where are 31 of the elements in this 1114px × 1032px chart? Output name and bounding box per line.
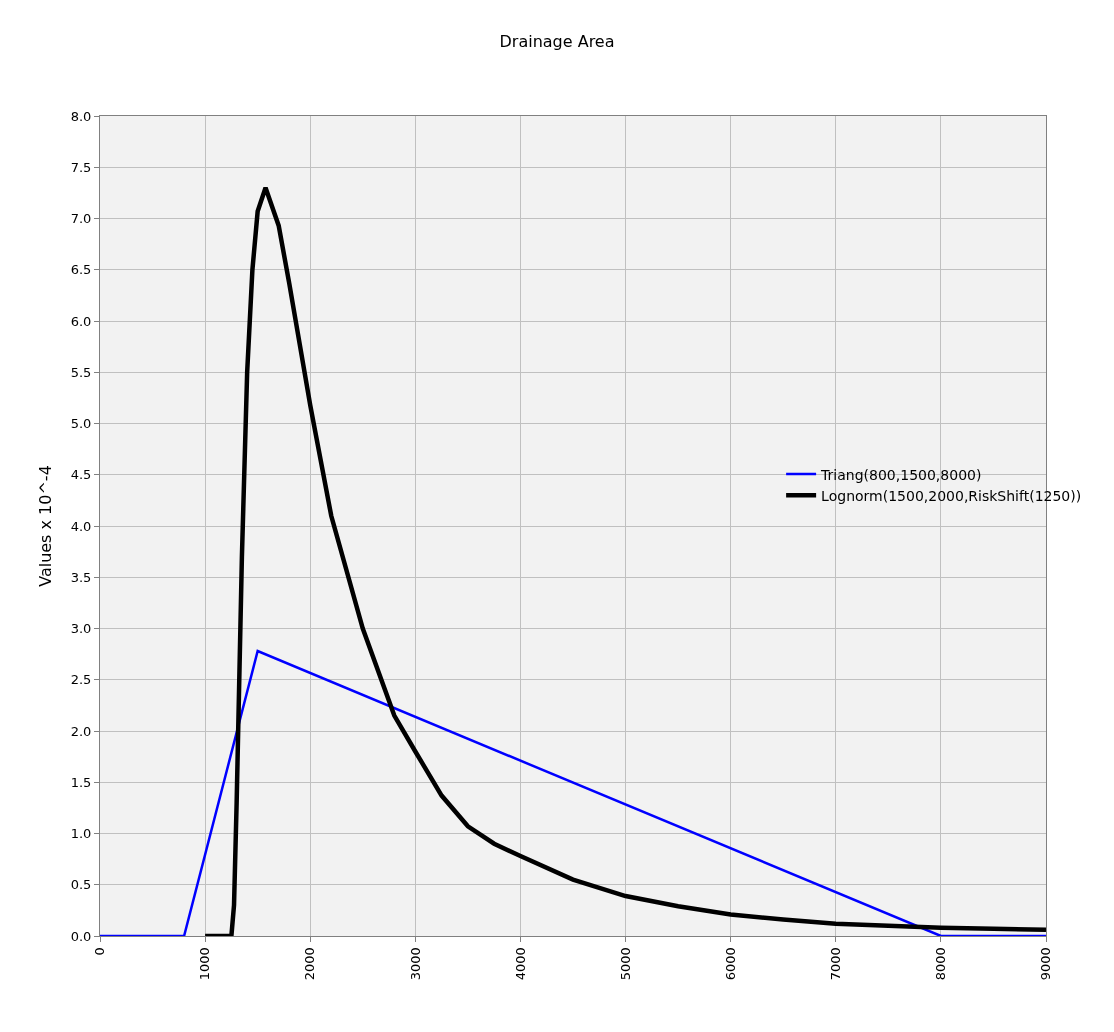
y-tick-label: 1.0 <box>70 826 92 842</box>
y-tick-label: 3.5 <box>70 569 92 585</box>
legend-label: Lognorm(1500,2000,RiskShift(1250)) <box>821 487 1082 504</box>
y-tick-label: 7.0 <box>70 211 92 227</box>
x-tick-label: 0 <box>92 947 108 956</box>
y-tick-label: 2.0 <box>70 723 92 739</box>
x-tick-label: 9000 <box>1038 947 1054 981</box>
legend-label: Triang(800,1500,8000) <box>820 466 982 483</box>
y-tick-label: 4.0 <box>70 518 92 534</box>
y-tick-label: 2.5 <box>70 672 92 688</box>
x-tick-label: 3000 <box>407 947 423 981</box>
y-tick-label: 3.0 <box>70 621 92 637</box>
y-tick-label: 1.5 <box>70 774 92 790</box>
x-tick-label: 7000 <box>828 947 844 981</box>
y-tick-label: 7.5 <box>70 159 92 175</box>
y-tick-label: 6.0 <box>70 313 92 329</box>
y-tick-label: 6.5 <box>70 262 92 278</box>
x-tick-label: 6000 <box>722 947 738 981</box>
chart-title: Drainage Area <box>499 32 615 52</box>
y-tick-label: 0.5 <box>70 877 92 893</box>
y-tick-label: 4.5 <box>70 467 92 483</box>
y-tick-label: 5.0 <box>70 416 92 432</box>
x-tick-label: 8000 <box>933 947 949 981</box>
y-tick-label: 5.5 <box>70 364 92 380</box>
x-tick-label: 5000 <box>617 947 633 981</box>
y-tick-label: 8.0 <box>70 108 92 124</box>
x-tick-label: 2000 <box>302 947 318 981</box>
x-tick-label: 4000 <box>512 947 528 981</box>
y-axis-title: Values x 10^-4 <box>35 465 55 587</box>
y-tick-label: 0.0 <box>70 928 92 944</box>
x-tick-label: 1000 <box>197 947 213 981</box>
